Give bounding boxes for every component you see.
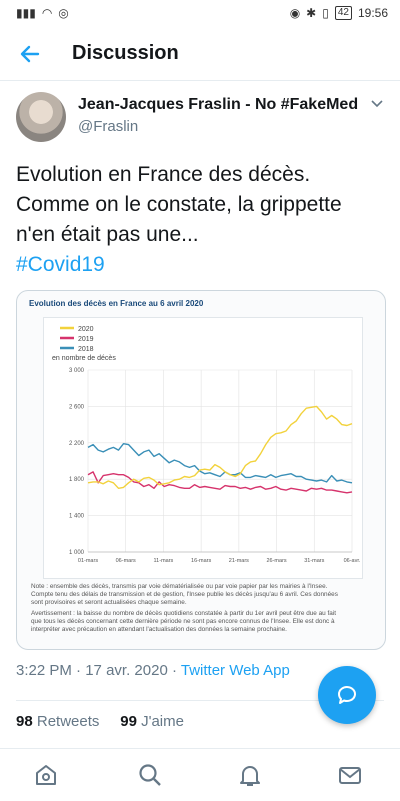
legend-label: 2020 xyxy=(78,326,94,333)
y-tick-label: 1 000 xyxy=(69,550,85,556)
vibrate-icon: ▯ xyxy=(322,6,329,20)
legend-label: 2019 xyxy=(78,336,94,343)
y-tick-label: 3 000 xyxy=(69,368,85,374)
y-tick-label: 2 200 xyxy=(69,441,85,447)
tweet-date: 17 avr. 2020 xyxy=(85,662,168,679)
tweet-text: Evolution en France des décès. Comme on … xyxy=(16,163,342,246)
app-bar: Discussion xyxy=(0,28,400,81)
battery-level: 42 xyxy=(334,6,352,20)
reply-button[interactable] xyxy=(318,666,376,724)
search-icon[interactable] xyxy=(134,759,166,791)
tweet-stats: 98 Retweets 99 J'aime xyxy=(16,713,184,730)
chart-title: Evolution des décès en France au 6 avril… xyxy=(29,299,204,308)
chart-panel: 2020 2019 2018 en nombre de décès 3 000 2 600… xyxy=(43,317,363,579)
avatar[interactable] xyxy=(16,92,66,142)
chart-note-line: Compte tenu des délais de transmission e… xyxy=(31,591,338,598)
line-chart: 2020 2019 2018 en nombre de décès 3 000 2 600… xyxy=(52,326,361,564)
tweet-image-card[interactable]: Evolution des décès en France au 6 avril… xyxy=(16,290,386,650)
wifi-icon: ◠ xyxy=(41,6,53,20)
bluetooth-icon: ✱ xyxy=(306,6,317,20)
y-tick-label: 2 600 xyxy=(69,404,85,410)
x-tick-label: 21-mars xyxy=(229,558,249,564)
chart-note-line: sont provisoires et seront actualisées c… xyxy=(31,599,187,606)
x-tick-label: 06-avr. xyxy=(344,558,361,564)
legend-label: 2018 xyxy=(78,346,94,353)
chart-note-line: que tous les décès concernant cette dern… xyxy=(31,618,335,625)
y-axis-label: en nombre de décès xyxy=(52,355,116,362)
x-tick-label: 06-mars xyxy=(116,558,136,564)
x-tick-label: 01-mars xyxy=(78,558,98,564)
page-title: Discussion xyxy=(72,42,179,64)
x-tick-label: 26-mars xyxy=(266,558,286,564)
chart-note-line: Note : ensemble des décès, transmis par … xyxy=(31,583,328,590)
chart-note-line: interpréter avec précaution en attendant… xyxy=(31,626,287,633)
series-line-2018 xyxy=(87,442,353,484)
chart-note-line: Avertissement : la baisse du nombre de d… xyxy=(31,610,337,617)
series-line-2019 xyxy=(87,471,353,494)
notifications-bell-icon[interactable] xyxy=(234,759,266,791)
eye-icon: ◉ xyxy=(289,6,301,20)
divider xyxy=(16,700,384,701)
status-bar: ▮▮▮ ◠ ◎ ◉ ✱ ▯ 42 19:56 xyxy=(0,0,400,28)
home-icon[interactable] xyxy=(30,759,62,791)
bottom-nav xyxy=(0,748,400,801)
chart-note: Note : ensemble des décès, transmis par … xyxy=(31,583,375,634)
y-tick-label: 1 800 xyxy=(69,477,85,483)
y-tick-label: 1 400 xyxy=(69,514,85,520)
likes-count[interactable]: 99 J'aime xyxy=(120,713,184,730)
x-tick-label: 11-mars xyxy=(154,558,174,564)
reply-bubble-icon xyxy=(338,686,356,704)
chevron-down-icon[interactable] xyxy=(370,96,384,112)
messages-envelope-icon[interactable] xyxy=(334,759,366,791)
tweet-meta: 3:22 PM · 17 avr. 2020 · Twitter Web App xyxy=(16,662,290,679)
author-handle[interactable]: @Fraslin xyxy=(78,118,139,135)
author-name[interactable]: Jean-Jacques Fraslin - No #FakeMed xyxy=(78,96,359,113)
signal-icon: ▮▮▮ xyxy=(16,6,36,20)
hashtag-link[interactable]: #Covid19 xyxy=(16,253,105,276)
retweets-count[interactable]: 98 Retweets xyxy=(16,713,100,730)
x-tick-label: 31-mars xyxy=(304,558,324,564)
tweet-time: 3:22 PM xyxy=(16,662,72,679)
x-tick-label: 16-mars xyxy=(191,558,211,564)
series-line-2020 xyxy=(87,405,353,490)
browser-icon: ◎ xyxy=(58,6,69,20)
tweet-author: Jean-Jacques Fraslin - No #FakeMed @Fras… xyxy=(16,92,386,152)
tweet-source-link[interactable]: Twitter Web App xyxy=(180,662,290,679)
tweet-body: Evolution en France des décès. Comme on … xyxy=(16,160,386,280)
clock: 19:56 xyxy=(357,6,388,20)
arrow-left-icon[interactable] xyxy=(18,42,42,71)
